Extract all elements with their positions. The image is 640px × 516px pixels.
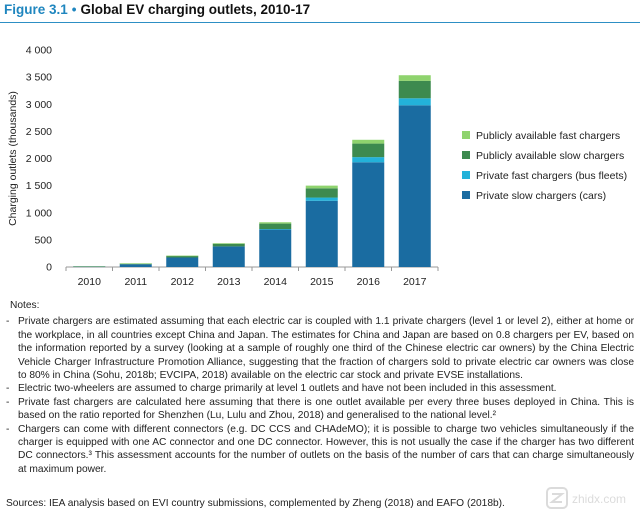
x-tick-label: 2016 — [357, 276, 381, 288]
y-tick-label: 2 000 — [26, 153, 52, 165]
y-tick-label: 2 500 — [26, 126, 52, 138]
legend: Publicly available fast chargers Publicly… — [462, 130, 627, 202]
x-tick-label: 2011 — [124, 276, 147, 288]
legend-label: Private slow chargers (cars) — [476, 190, 606, 202]
legend-swatch — [462, 151, 470, 159]
bar-segment — [212, 246, 245, 267]
y-tick-label: 500 — [34, 234, 52, 246]
y-axis-label: Charging outlets (thousands) — [7, 91, 19, 226]
bar-segment — [352, 139, 385, 144]
bars — [73, 75, 431, 268]
y-axis: 0 500 1 000 1 500 2 000 2 500 3 000 3 500 4 000 — [26, 45, 52, 274]
x-tick-label: 2015 — [310, 276, 334, 288]
bar-segment — [305, 188, 338, 198]
legend-label: Publicly available fast chargers — [476, 130, 620, 142]
x-tick-label: 2017 — [403, 276, 427, 288]
note-item: Electric two-wheelers are assumed to cha… — [6, 382, 634, 396]
sources-line: Sources: IEA analysis based on EVI count… — [6, 498, 505, 509]
y-tick-label: 0 — [46, 262, 52, 274]
x-tick-label: 2014 — [264, 276, 288, 288]
y-tick-label: 1 500 — [26, 180, 52, 192]
bar-segment — [119, 264, 152, 267]
y-tick-label: 4 000 — [26, 45, 52, 57]
note-item: Chargers can come with different connect… — [6, 423, 634, 477]
bar-segment — [352, 157, 385, 163]
notes-list: Private chargers are estimated assuming … — [6, 315, 634, 476]
bar-segment — [259, 229, 292, 267]
legend-swatch — [462, 131, 470, 139]
bar-segment — [259, 223, 292, 230]
bar-segment — [166, 257, 199, 267]
bar-segment — [352, 143, 385, 158]
header-rule — [0, 22, 640, 23]
title-bullet: • — [71, 2, 77, 17]
x-tick-label: 2010 — [78, 276, 102, 288]
legend-label: Private fast chargers (bus fleets) — [476, 170, 627, 182]
y-tick-label: 3 500 — [26, 72, 52, 84]
svg-text:zhidx.com: zhidx.com — [572, 492, 626, 506]
legend-swatch — [462, 171, 470, 179]
legend-swatch — [462, 191, 470, 199]
x-axis: 2010 2011 2012 2013 2014 2015 2016 2017 — [65, 266, 439, 288]
bar-segment — [259, 222, 292, 224]
figure-label: Figure 3.1 — [4, 2, 68, 17]
bar-segment — [119, 263, 152, 264]
bar-segment — [305, 197, 338, 201]
bar-segment — [398, 80, 431, 99]
bar-segment — [305, 185, 338, 189]
x-tick-label: 2012 — [171, 276, 195, 288]
bar-segment — [166, 255, 199, 258]
bar-segment — [212, 243, 245, 244]
watermark-logo: zhidx.com — [546, 487, 626, 509]
chart-title: Global EV charging outlets, 2010-17 — [80, 2, 311, 17]
bar-segment — [398, 75, 431, 81]
notes-heading: Notes: — [10, 300, 40, 311]
x-tick-label: 2013 — [217, 276, 241, 288]
bar-segment — [398, 98, 431, 106]
bar-segment — [212, 243, 245, 247]
bar-segment — [166, 255, 199, 257]
note-item: Private fast chargers are calculated her… — [6, 396, 634, 423]
bar-segment — [259, 229, 292, 230]
bar-segment — [352, 162, 385, 267]
legend-label: Publicly available slow chargers — [476, 150, 624, 162]
bar-segment — [305, 200, 338, 267]
figure-header: Figure 3.1 • Global EV charging outlets, 2… — [4, 2, 310, 17]
y-tick-label: 3 000 — [26, 99, 52, 111]
note-item: Private chargers are estimated assuming … — [6, 315, 634, 382]
y-tick-label: 1 000 — [26, 207, 52, 219]
bar-segment — [73, 266, 106, 267]
bar-segment — [398, 105, 431, 268]
notes-section: Notes: Private chargers are estimated as… — [6, 299, 634, 476]
